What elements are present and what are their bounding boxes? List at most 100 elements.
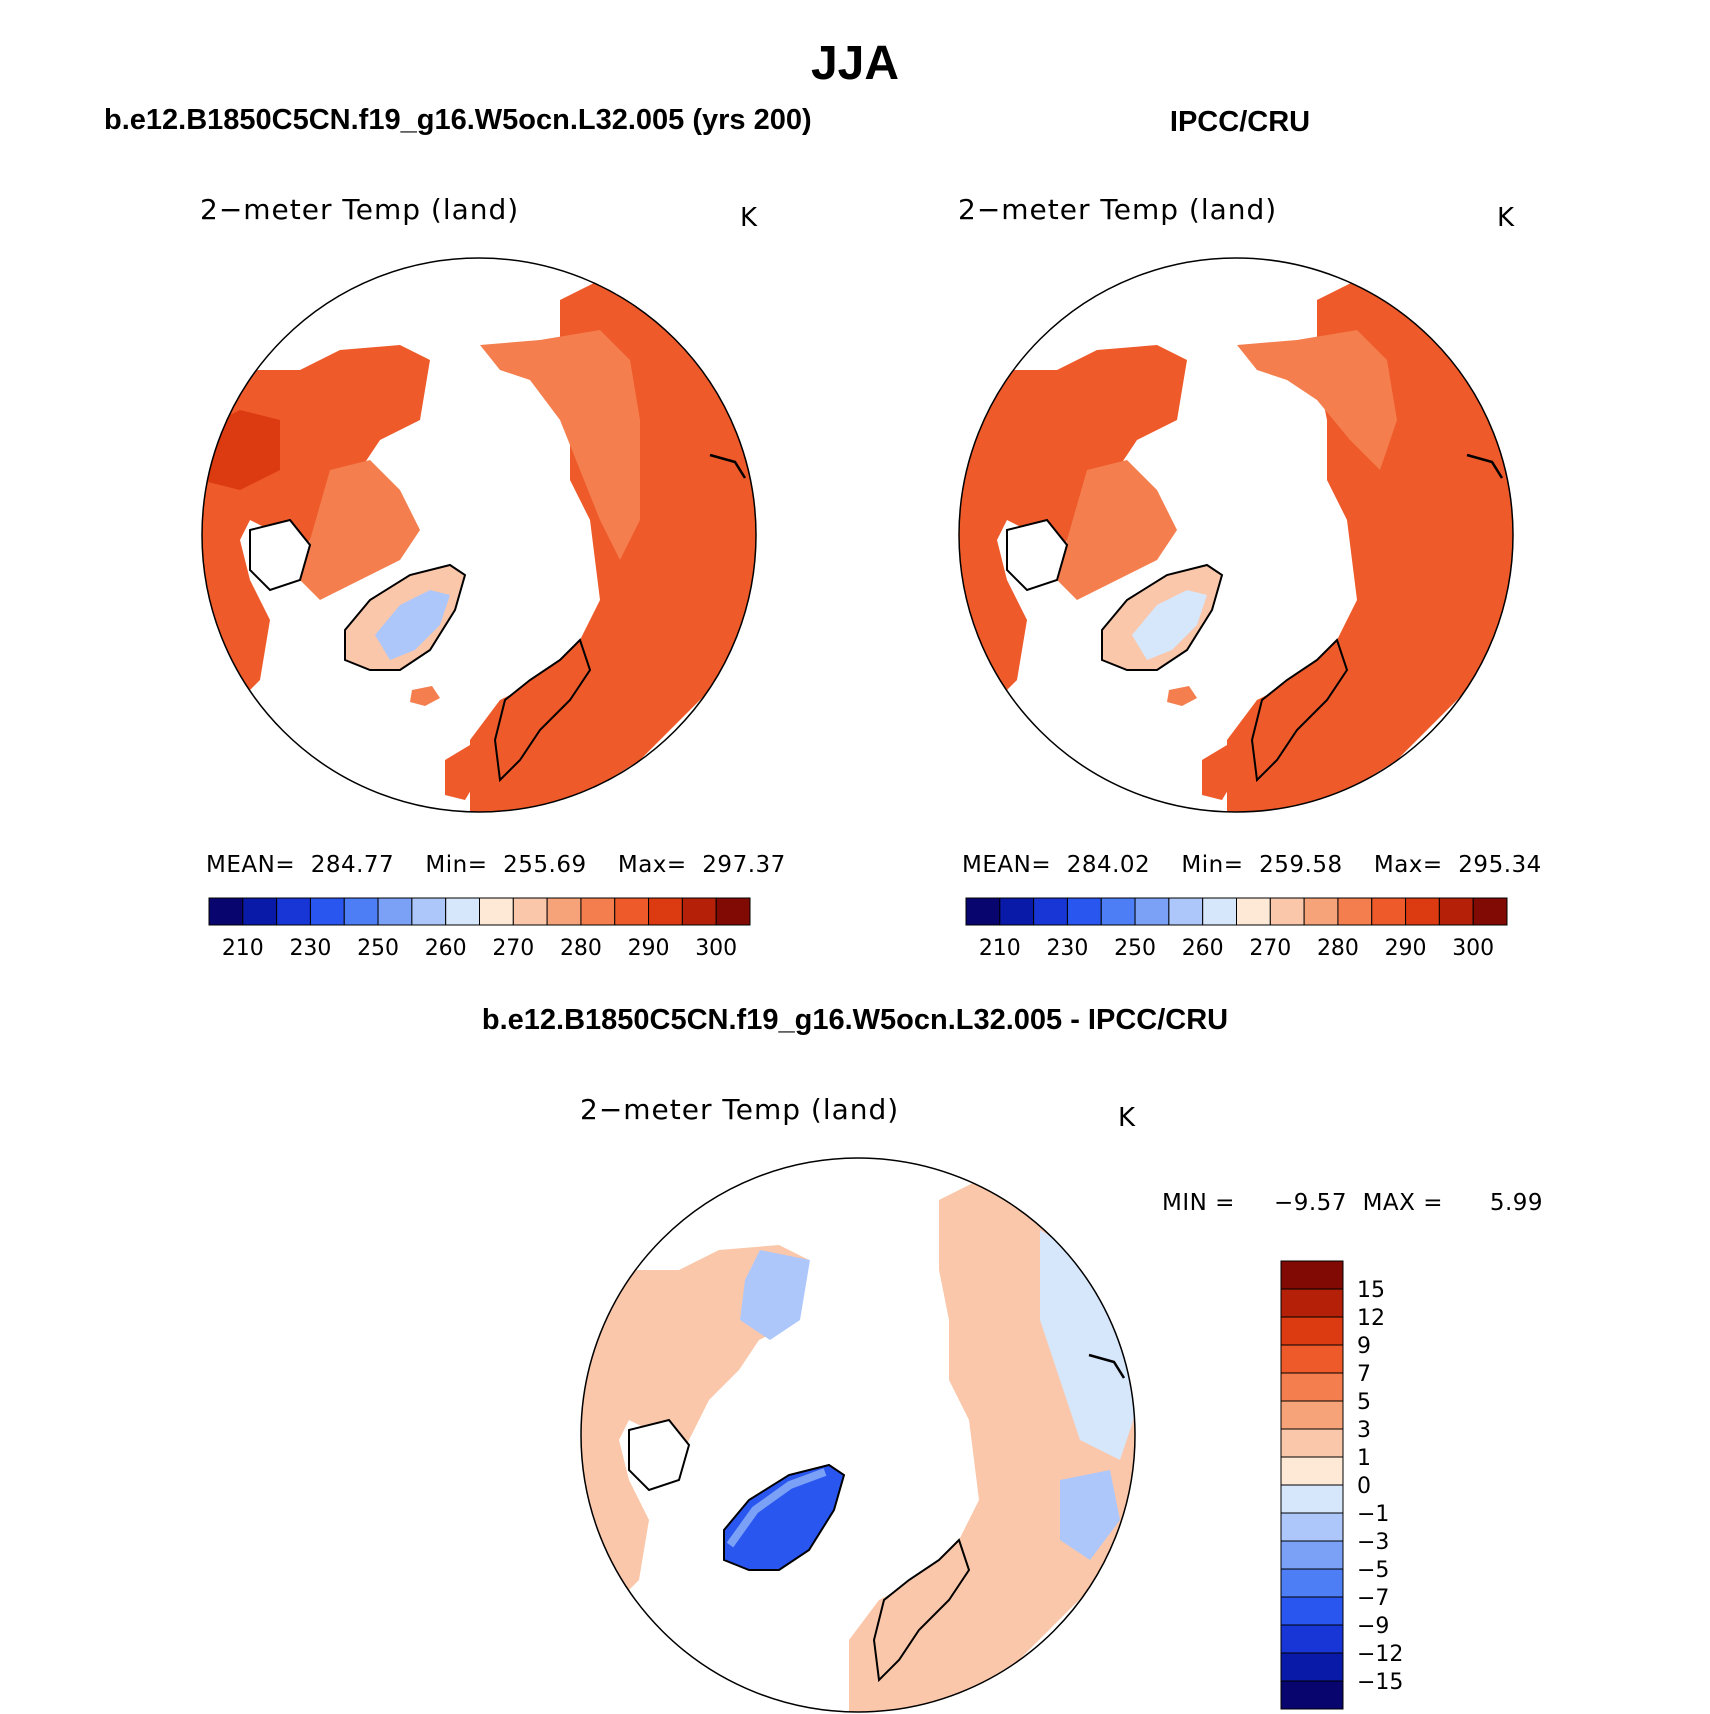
iceland — [410, 686, 440, 706]
model-colorbar-tick-label: 270 — [492, 936, 534, 961]
model-colorbar-swatch — [343, 897, 379, 926]
obs-panel-unit: K — [1497, 203, 1515, 233]
obs-colorbar-swatch — [1168, 897, 1204, 926]
scandinavia — [1252, 640, 1347, 780]
obs-colorbar-tick-label: 260 — [1182, 936, 1224, 961]
model-colorbar-swatch — [648, 897, 683, 926]
diff-colorbar-tick-label: −5 — [1357, 1558, 1389, 1583]
diff-stats: MIN = −9.57 MAX = 5.99 — [1162, 1190, 1544, 1216]
scandinavia — [495, 640, 590, 780]
diff-colorbar-swatch — [1280, 1680, 1344, 1710]
eurasia-cooler-band — [480, 330, 640, 560]
obs-colorbar-tick-label: 270 — [1249, 936, 1291, 961]
obs-colorbar-swatch — [965, 897, 1001, 926]
diff-colorbar-swatch — [1280, 1260, 1344, 1290]
diff-colorbar-swatch — [1280, 1652, 1344, 1682]
diff-colorbar-swatch — [1280, 1512, 1344, 1542]
obs-colorbar-swatch — [1337, 897, 1373, 926]
obs-stats: MEAN= 284.02 Min= 259.58 Max= 295.34 — [962, 852, 1542, 878]
obs-colorbar-swatch — [1066, 897, 1102, 926]
eurasia-negative-region — [1040, 1230, 1135, 1460]
diff-colorbar-swatch — [1280, 1568, 1344, 1598]
diff-colorbar-tick-label: 1 — [1357, 1446, 1371, 1471]
diff-colorbar-swatch — [1280, 1316, 1344, 1346]
figure-title: JJA — [810, 37, 900, 90]
obs-colorbar-swatch — [1202, 897, 1237, 926]
model-colorbar-tick-label: 250 — [357, 936, 399, 961]
model-colorbar-swatch — [377, 897, 413, 926]
diff-colorbar-tick-label: 12 — [1357, 1306, 1385, 1331]
obs-colorbar-swatch — [1438, 897, 1474, 926]
diff-colorbar-tick-label: −15 — [1357, 1670, 1403, 1695]
obs-colorbar-swatch — [1472, 897, 1508, 926]
diff-colorbar-swatch — [1280, 1344, 1344, 1374]
obs-colorbar-tick-label: 300 — [1452, 936, 1494, 961]
obs-colorbar-swatch — [999, 897, 1035, 926]
iceland — [1167, 686, 1197, 706]
model-panel-title: 2−meter Temp (land) — [200, 193, 520, 226]
greenland-edge — [726, 1468, 827, 1548]
obs-colorbar-tick-label: 210 — [979, 936, 1021, 961]
model-colorbar-swatch — [715, 897, 751, 926]
eurasia-cooler-band — [1237, 330, 1397, 470]
siberia-cool-patch — [1060, 1470, 1120, 1560]
obs-colorbar-tick-label: 250 — [1114, 936, 1156, 961]
hudson-bay — [1007, 520, 1067, 590]
model-colorbar-swatch — [411, 897, 447, 926]
hudson-bay — [250, 520, 310, 590]
hudson-bay — [629, 1420, 689, 1490]
diff-colorbar-tick-label: 7 — [1357, 1362, 1371, 1387]
model-colorbar-swatch — [580, 897, 616, 926]
model-map-boundary — [201, 257, 757, 813]
diff-colorbar-tick-label: −9 — [1357, 1614, 1389, 1639]
greenland-icecap — [1132, 590, 1207, 660]
obs-colorbar-tick-label: 280 — [1317, 936, 1359, 961]
diff-colorbar-swatch — [1280, 1624, 1344, 1654]
diff-colorbar-tick-label: −7 — [1357, 1586, 1389, 1611]
diff-colorbar-swatch — [1280, 1372, 1344, 1402]
model-polar-map — [202, 258, 756, 812]
obs-colorbar-swatch — [1405, 897, 1440, 926]
british-isles — [445, 745, 480, 800]
obs-colorbar-swatch — [1269, 897, 1305, 926]
model-colorbar-tick-label: 290 — [628, 936, 670, 961]
greenland — [724, 1465, 844, 1570]
diff-colorbar-swatch — [1280, 1400, 1344, 1430]
diff-colorbar-swatch — [1280, 1596, 1344, 1626]
model-case-heading: b.e12.B1850C5CN.f19_g16.W5ocn.L32.005 (y… — [104, 104, 812, 136]
obs-map-boundary — [958, 257, 1514, 813]
obs-colorbar-tick-label: 230 — [1046, 936, 1088, 961]
model-colorbar-swatch — [242, 897, 278, 926]
diff-colorbar-swatch — [1280, 1288, 1344, 1318]
obs-colorbar: 210 230 250 260 270 280 290 300 — [965, 897, 1508, 961]
model-panel-unit: K — [740, 203, 758, 233]
canadian-arctic — [300, 460, 420, 600]
obs-colorbar-swatch — [1371, 897, 1407, 926]
model-colorbar-tick-label: 260 — [425, 936, 467, 961]
diff-panel-title: 2−meter Temp (land) — [580, 1093, 900, 1126]
model-colorbar-swatch — [479, 897, 514, 926]
model-colorbar-swatch — [445, 897, 480, 926]
model-colorbar-tick-label: 230 — [289, 936, 331, 961]
canada-negative-region — [740, 1250, 810, 1340]
model-colorbar-swatch — [208, 897, 244, 926]
model-colorbar: 210 230 250 260 270 280 290 300 — [208, 897, 751, 961]
greenland-icecap — [375, 590, 450, 660]
difference-heading: b.e12.B1850C5CN.f19_g16.W5ocn.L32.005 - … — [481, 1004, 1229, 1036]
diff-colorbar-tick-label: −12 — [1357, 1642, 1403, 1667]
diff-colorbar-tick-label: 3 — [1357, 1418, 1371, 1443]
model-colorbar-swatch — [276, 897, 311, 926]
model-colorbar-tick-label: 300 — [695, 936, 737, 961]
model-colorbar-tick-label: 280 — [560, 936, 602, 961]
diff-colorbar: 15 12 9 7 5 3 1 0 −1 −3 −5 −7 −9 −12 −15 — [1280, 1260, 1403, 1710]
diff-colorbar-swatch — [1280, 1484, 1344, 1514]
obs-colorbar-swatch — [1303, 897, 1339, 926]
model-colorbar-tick-label: 210 — [222, 936, 264, 961]
model-colorbar-swatch — [512, 897, 548, 926]
diff-colorbar-swatch — [1280, 1540, 1344, 1570]
obs-colorbar-swatch — [1236, 897, 1271, 926]
diff-colorbar-tick-label: 15 — [1357, 1278, 1385, 1303]
diff-panel-unit: K — [1118, 1103, 1136, 1133]
model-colorbar-swatch — [681, 897, 717, 926]
